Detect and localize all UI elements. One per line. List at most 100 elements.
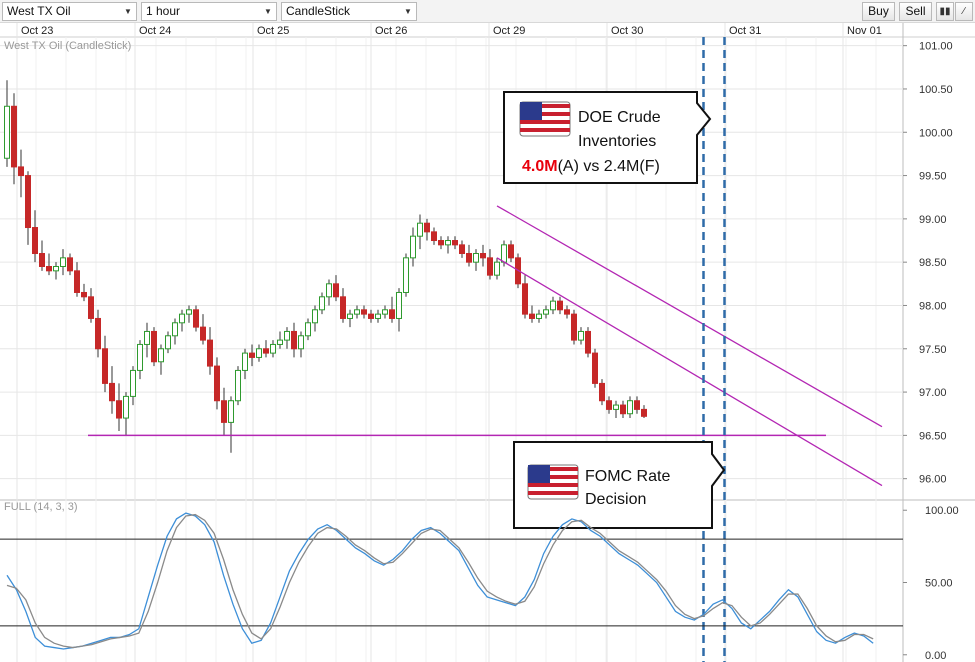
candle-body-down: [564, 309, 570, 315]
candle: [333, 275, 339, 302]
price-tick-label: 100.50: [919, 84, 953, 96]
channel-lower-line: [496, 257, 883, 487]
candle-body-down: [641, 408, 647, 417]
chart-type-select[interactable]: CandleStick ▼: [281, 2, 417, 21]
price-tick-label: 98.50: [919, 257, 947, 269]
candle-body-up: [172, 322, 178, 337]
price-tick-label: 96.50: [919, 430, 947, 442]
date-tick-label: Oct 31: [729, 25, 761, 37]
candle: [592, 348, 598, 388]
doe-actual-value: 4.0M: [522, 158, 558, 175]
candle-body-down: [585, 330, 591, 354]
candle-body-down: [606, 400, 612, 410]
instrument-select[interactable]: West TX Oil ▼: [2, 2, 137, 21]
price-tick-label: 98.00: [919, 300, 947, 312]
candle: [326, 279, 332, 306]
candle-body-down: [39, 253, 45, 267]
candle: [151, 327, 157, 367]
candle-body-down: [452, 240, 458, 246]
stoch-d-line: [6, 513, 874, 649]
candle: [165, 331, 171, 354]
date-tick-label: Nov 01: [847, 25, 882, 37]
candle: [480, 244, 486, 267]
candle: [186, 305, 192, 323]
instrument-value: West TX Oil: [7, 4, 71, 18]
chevron-down-icon: ▼: [404, 7, 412, 16]
candle: [438, 236, 444, 250]
interval-select[interactable]: 1 hour ▼: [141, 2, 277, 21]
candle-body-down: [221, 400, 227, 423]
candle: [389, 296, 395, 323]
candle: [487, 249, 493, 280]
candle-body-up: [137, 343, 143, 371]
candle-body-up: [165, 335, 171, 350]
candle: [60, 249, 66, 276]
candle-body-down: [207, 339, 213, 367]
candle: [340, 288, 346, 323]
candle-body-up: [186, 309, 192, 315]
candle-body-up: [319, 296, 325, 311]
plot-background: [0, 23, 903, 662]
candle-body-down: [592, 352, 598, 384]
candle-body-up: [277, 339, 283, 345]
candle-body-down: [32, 227, 38, 255]
us-flag-icon: [527, 464, 579, 500]
us-flag-icon: [519, 101, 571, 137]
stoch-tick-label: 0.00: [925, 650, 946, 662]
fomc-callout-line2: Decision: [585, 491, 646, 508]
candle-body-up: [242, 352, 248, 371]
candle-body-up: [270, 343, 276, 354]
chevron-down-icon: ▼: [124, 7, 132, 16]
candle-body-down: [193, 309, 199, 328]
candle-body-down: [557, 300, 563, 311]
candle: [445, 236, 451, 254]
stochastic-axis-labels: 100.00 50.00 0.00: [925, 505, 959, 662]
candle-body-up: [312, 309, 318, 324]
candle-body-up: [179, 313, 185, 324]
candle-body-down: [81, 291, 87, 298]
candle: [263, 340, 269, 358]
date-tick-label: Oct 23: [21, 25, 53, 37]
stochastic-panel: [0, 509, 907, 656]
candle-body-down: [151, 330, 157, 363]
stochastic-panel-title: FULL (14, 3, 3): [4, 501, 78, 513]
candle: [312, 305, 318, 332]
candle: [459, 240, 465, 258]
date-tick-label: Oct 29: [493, 25, 525, 37]
candle-body-up: [396, 291, 402, 319]
buy-button[interactable]: Buy: [862, 2, 895, 21]
candle: [354, 305, 360, 319]
candle-body-down: [508, 244, 514, 259]
candle: [130, 366, 136, 406]
doe-forecast-text: (A) vs 2.4M(F): [558, 158, 660, 175]
price-overlays: [88, 37, 883, 662]
candle-body-down: [431, 231, 437, 242]
stoch-k-line: [6, 512, 874, 650]
stoch-tick-label: 50.00: [925, 578, 953, 590]
chevron-down-icon: ▼: [264, 7, 272, 16]
candle: [417, 214, 423, 250]
candle: [46, 253, 52, 276]
candle: [634, 396, 640, 414]
candle-body-down: [424, 222, 430, 233]
candle-body-down: [487, 257, 493, 276]
candle: [81, 283, 87, 302]
candle: [613, 400, 619, 419]
draw-line-icon[interactable]: ∕: [955, 2, 973, 21]
candle-body-up: [494, 261, 500, 276]
candle-body-down: [95, 317, 101, 350]
doe-callout-line1: DOE Crude: [578, 109, 661, 126]
candle-body-down: [522, 283, 528, 315]
candle-body-down: [340, 296, 346, 319]
candle: [53, 262, 59, 280]
candle-body-up: [228, 400, 234, 423]
candle: [606, 396, 612, 414]
candle-body-up: [445, 240, 451, 246]
candle: [298, 331, 304, 358]
candle: [641, 405, 647, 419]
bar-chart-icon[interactable]: ▮▮: [936, 2, 954, 21]
candle: [67, 253, 73, 276]
candle-body-down: [620, 404, 626, 415]
sell-button[interactable]: Sell: [899, 2, 932, 21]
candle-body-down: [333, 283, 339, 298]
